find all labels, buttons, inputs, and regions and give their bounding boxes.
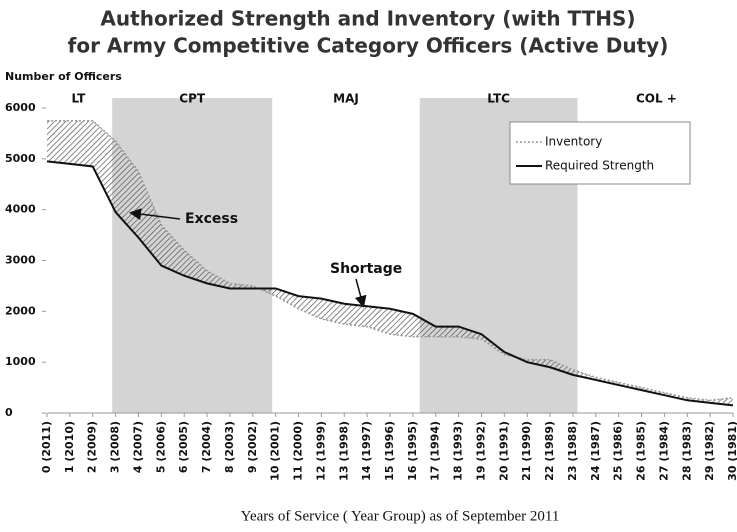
annotation-arrow (354, 278, 367, 308)
gap-hatch (47, 120, 733, 406)
x-tick-label: 26 (1985) (635, 421, 648, 481)
x-tick-label: 2 (2009) (86, 421, 99, 473)
x-tick-label: 20 (1991) (497, 421, 510, 481)
series-line (47, 119, 734, 402)
band-label: CPT (179, 92, 206, 106)
x-tick-label: 29 (1982) (703, 421, 716, 481)
x-tick-label: 1 (2010) (63, 421, 76, 473)
x-tick-label: 0 (2011) (40, 421, 53, 473)
x-tick-label: 7 (2004) (200, 421, 213, 473)
x-tick-label: 9 (2002) (246, 421, 259, 473)
annotation-arrow (129, 208, 181, 221)
x-tick-label: 15 (1996) (383, 421, 396, 481)
x-tick-label: 10 (2001) (269, 421, 282, 481)
band-label: MAJ (333, 92, 359, 106)
x-axis-label: Years of Service ( Year Group) as of Sep… (241, 508, 560, 524)
x-tick-label: 22 (1989) (543, 421, 556, 481)
y-tick-label: 0 (5, 406, 13, 419)
y-tick-label: 3000 (5, 254, 36, 267)
y-tick-label: 6000 (5, 101, 36, 114)
y-tick-label: 5000 (5, 152, 36, 165)
x-tick-label: 14 (1997) (360, 421, 373, 481)
x-tick-label: 6 (2005) (177, 421, 190, 473)
x-tick-label: 17 (1994) (429, 421, 442, 481)
x-tick-label: 27 (1984) (657, 421, 670, 481)
x-tick-label: 12 (1999) (314, 421, 327, 481)
legend-label: Required Strength (545, 159, 654, 173)
x-tick-label: 25 (1986) (612, 421, 625, 481)
series-line (46, 160, 734, 407)
y-axis-label: Number of Officers (5, 70, 122, 83)
y-tick-label: 4000 (5, 203, 36, 216)
y-tick-label: 2000 (5, 304, 36, 317)
x-tick-label: 11 (2000) (292, 421, 305, 481)
y-tick-label: 1000 (5, 355, 36, 368)
band-label: LT (72, 92, 87, 106)
x-tick-label: 24 (1987) (589, 421, 602, 481)
x-tick-label: 28 (1983) (680, 421, 693, 481)
annotation: Shortage (330, 261, 402, 277)
x-tick-label: 18 (1993) (452, 421, 465, 481)
x-tick-label: 30 (1981) (726, 421, 737, 481)
x-tick-label: 19 (1992) (474, 421, 487, 481)
x-tick-label: 23 (1988) (566, 421, 579, 481)
band (112, 98, 273, 413)
x-tick-label: 8 (2003) (223, 421, 236, 473)
x-tick-label: 4 (2007) (131, 421, 144, 473)
annotation: Excess (185, 211, 238, 227)
chart-title: Authorized Strength and Inventory (with … (100, 7, 635, 31)
legend-label: Inventory (545, 135, 602, 149)
x-tick-label: 5 (2006) (154, 421, 167, 473)
chart-subtitle: for Army Competitive Category Officers (… (68, 34, 669, 58)
x-tick-label: 16 (1995) (406, 421, 419, 481)
legend-box (509, 121, 691, 185)
band-label: LTC (487, 92, 510, 106)
x-tick-label: 21 (1990) (520, 421, 533, 481)
x-tick-label: 3 (2008) (109, 421, 122, 473)
x-tick-label: 13 (1998) (337, 421, 350, 481)
band-label: COL + (636, 92, 677, 106)
